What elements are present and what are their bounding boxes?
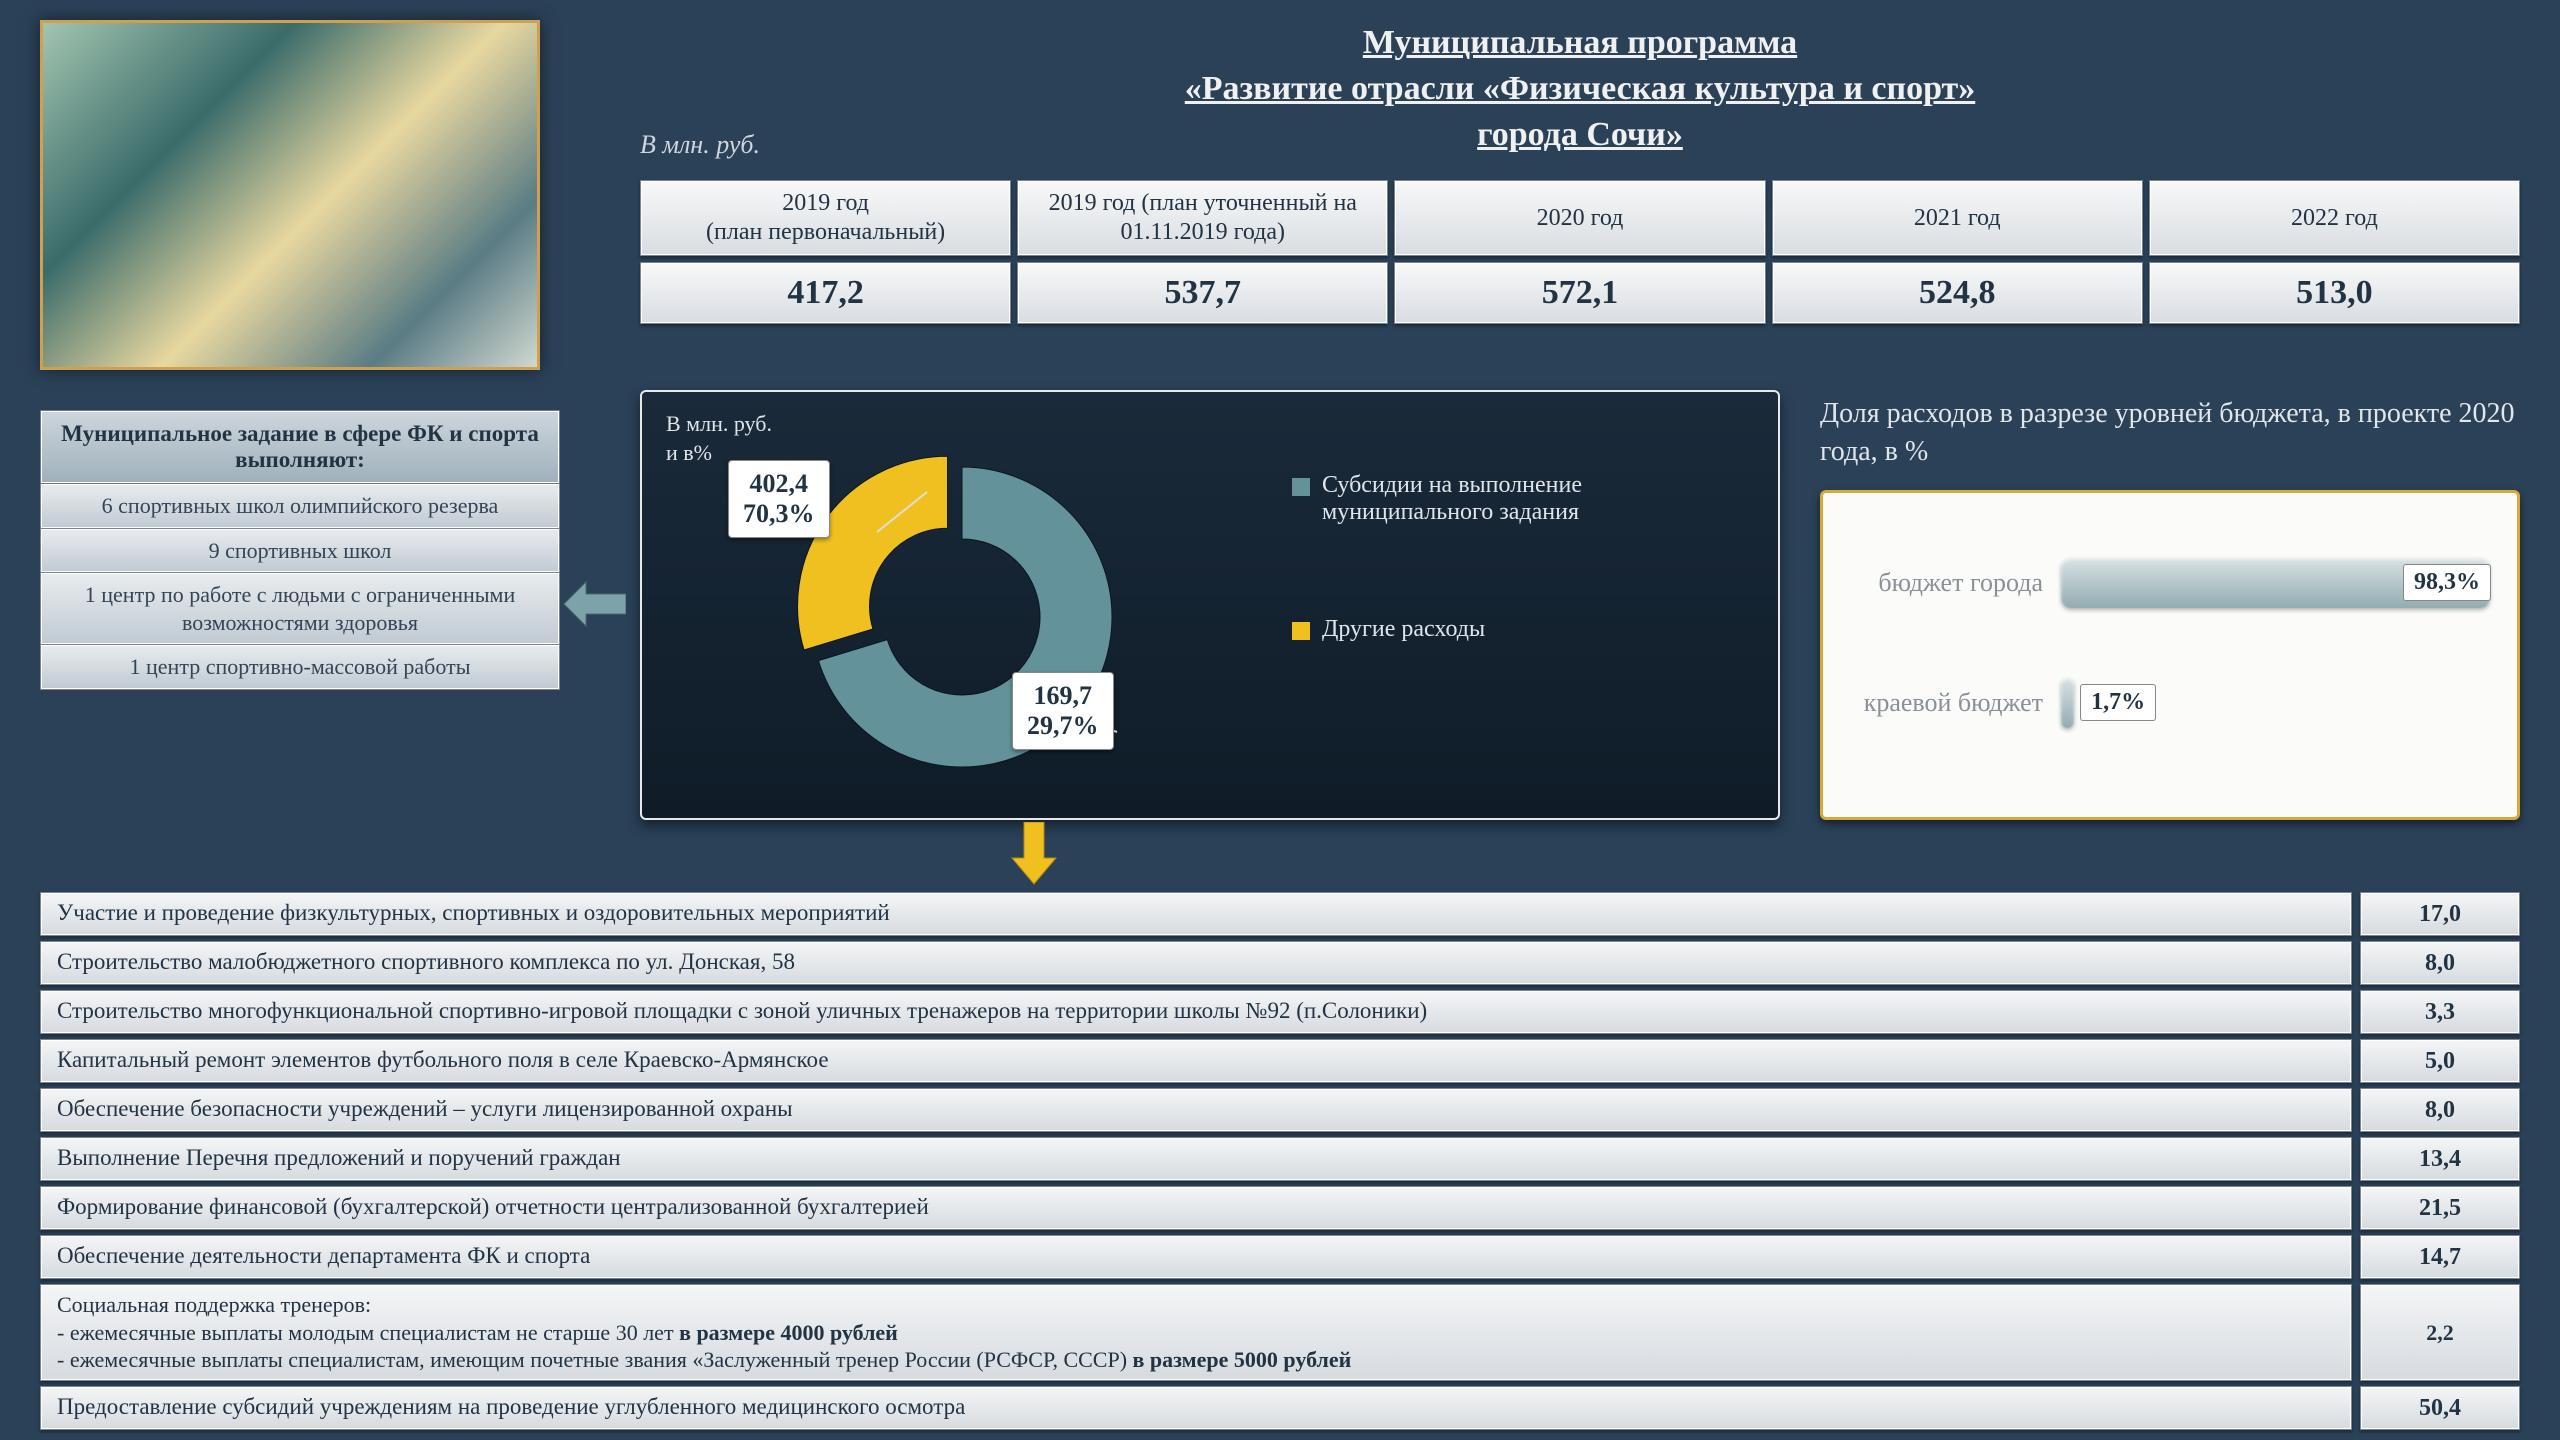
municipal-task-panel: Муниципальное задание в сфере ФК и спорт… [40,410,560,690]
budget-bar-row: бюджет города 98,3% [1843,523,2497,643]
donut-legend: Субсидии на выполнение муниципального за… [1292,472,1758,733]
expense-value: 2,2 [2360,1284,2520,1381]
expense-value: 17,0 [2360,892,2520,936]
donut-callout-pct-1: 29,7% [1027,711,1099,741]
year-header: 2019 год (план уточненный на 01.11.2019 … [1017,180,1388,256]
donut-callout-subsidies: 402,4 70,3% [728,460,830,538]
budget-bar-value: 1,7% [2080,684,2156,721]
budget-bar-track: 98,3% [2061,558,2497,608]
arrow-left-icon [562,580,626,628]
municipal-task-item: 9 спортивных школ [40,529,560,574]
arrow-down-icon [1010,822,1058,886]
page-title: Муниципальная программа «Развитие отрасл… [640,20,2520,158]
expense-value: 14,7 [2360,1235,2520,1279]
budget-share-chart: бюджет города 98,3% краевой бюджет 1,7% [1820,490,2520,820]
expense-text: Предоставление субсидий учреждениям на п… [40,1386,2352,1430]
expense-row: Формирование финансовой (бухгалтерской) … [40,1186,2520,1230]
legend-item: Субсидии на выполнение муниципального за… [1292,472,1758,526]
expense-value: 13,4 [2360,1137,2520,1181]
legend-swatch [1292,478,1310,496]
donut-callout-value-0: 402,4 [743,469,815,499]
year-header: 2020 год [1394,180,1765,256]
year-value: 513,0 [2149,262,2520,324]
expense-text: Строительство малобюджетного спортивного… [40,941,2352,985]
municipal-task-item: 1 центр спортивно-массовой работы [40,645,560,690]
expense-text: Участие и проведение физкультурных, спор… [40,892,2352,936]
expense-value: 21,5 [2360,1186,2520,1230]
other-expenses-table: Участие и проведение физкультурных, спор… [40,892,2520,1435]
legend-label: Другие расходы [1322,616,1485,643]
year-value: 524,8 [1772,262,2143,324]
expense-row: Социальная поддержка тренеров:- ежемесяч… [40,1284,2520,1381]
title-line-3: города Сочи» [640,112,2520,158]
year-header: 2019 год (план первоначальный) [640,180,1011,256]
expense-row: Обеспечение деятельности департамента ФК… [40,1235,2520,1279]
year-value: 572,1 [1394,262,1765,324]
hero-image [40,20,540,370]
municipal-task-title: Муниципальное задание в сфере ФК и спорт… [40,410,560,484]
municipal-task-item: 1 центр по работе с людьми с ограниченны… [40,573,560,645]
expense-row: Обеспечение безопасности учреждений – ус… [40,1088,2520,1132]
expense-row: Капитальный ремонт элементов футбольного… [40,1039,2520,1083]
year-value: 537,7 [1017,262,1388,324]
expense-text: Обеспечение безопасности учреждений – ус… [40,1088,2352,1132]
year-header: 2021 год [1772,180,2143,256]
year-budget-table: 2019 год (план первоначальный)2019 год (… [640,180,2520,324]
municipal-task-item: 6 спортивных школ олимпийского резерва [40,484,560,529]
expense-structure-chart: В млн. руб. и в% 402,4 70,3% 169,7 29,7%… [640,390,1780,820]
budget-share-title: Доля расходов в разрезе уровней бюджета,… [1820,395,2520,471]
expense-value: 8,0 [2360,941,2520,985]
expense-text: Формирование финансовой (бухгалтерской) … [40,1186,2352,1230]
units-label: В млн. руб. [640,130,760,160]
expense-text: Капитальный ремонт элементов футбольного… [40,1039,2352,1083]
expense-row: Участие и проведение физкультурных, спор… [40,892,2520,936]
budget-bar-track: 1,7% [2061,678,2497,728]
expense-text: Строительство многофункциональной спорти… [40,990,2352,1034]
expense-row: Строительство многофункциональной спорти… [40,990,2520,1034]
year-value: 417,2 [640,262,1011,324]
expense-value: 5,0 [2360,1039,2520,1083]
title-line-2: «Развитие отрасли «Физическая культура и… [640,66,2520,112]
expense-text: Выполнение Перечня предложений и поручен… [40,1137,2352,1181]
year-header: 2022 год [2149,180,2520,256]
donut-callout-pct-0: 70,3% [743,499,815,529]
legend-item: Другие расходы [1292,616,1758,643]
budget-bar [2061,678,2074,728]
expense-row: Выполнение Перечня предложений и поручен… [40,1137,2520,1181]
expense-text: Социальная поддержка тренеров:- ежемесяч… [40,1284,2352,1381]
expense-value: 3,3 [2360,990,2520,1034]
expense-text: Обеспечение деятельности департамента ФК… [40,1235,2352,1279]
budget-bar-value: 98,3% [2403,564,2491,601]
donut-callout-other: 169,7 29,7% [1012,672,1114,750]
expense-value: 8,0 [2360,1088,2520,1132]
legend-swatch [1292,622,1310,640]
budget-bar-row: краевой бюджет 1,7% [1843,643,2497,763]
legend-label: Субсидии на выполнение муниципального за… [1322,472,1758,526]
title-line-1: Муниципальная программа [640,20,2520,66]
expense-row: Строительство малобюджетного спортивного… [40,941,2520,985]
donut-callout-value-1: 169,7 [1027,681,1099,711]
expense-value: 50,4 [2360,1386,2520,1430]
budget-bar-label: краевой бюджет [1843,687,2043,718]
expense-row: Предоставление субсидий учреждениям на п… [40,1386,2520,1430]
budget-bar-label: бюджет города [1843,567,2043,598]
